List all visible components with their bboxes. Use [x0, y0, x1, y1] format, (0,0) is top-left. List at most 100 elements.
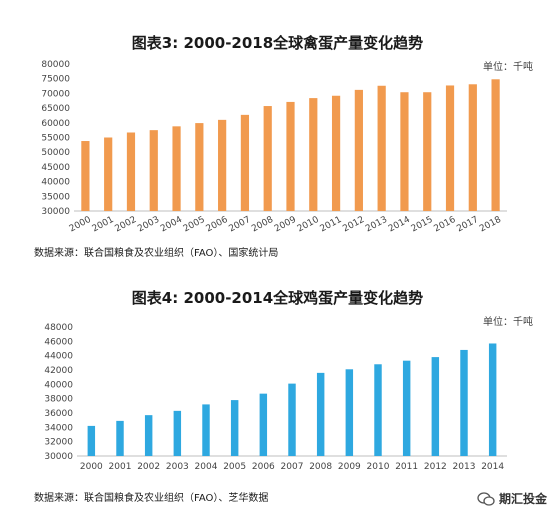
bar-2004	[172, 126, 181, 211]
x-tick-label: 2006	[205, 215, 230, 235]
bar-2011	[331, 95, 341, 211]
bar-2002	[144, 415, 153, 456]
bar-2012	[431, 357, 440, 456]
watermark: 期汇投金	[477, 490, 547, 507]
bar-2005	[230, 400, 239, 456]
x-tick-label: 2003	[166, 462, 189, 472]
x-tick-label: 2015	[410, 215, 435, 235]
x-tick-label: 2016	[433, 215, 458, 235]
x-tick-label: 2000	[68, 215, 93, 235]
x-tick-label: 2002	[113, 215, 138, 235]
x-tick-label: 2012	[341, 215, 366, 235]
y-tick-label: 30000	[41, 207, 70, 217]
bar-2003	[173, 410, 182, 456]
x-tick-label: 2008	[309, 462, 332, 472]
x-tick-label: 2010	[296, 215, 321, 235]
x-tick-label: 2002	[137, 462, 160, 472]
y-tick-label: 65000	[41, 104, 70, 114]
y-tick-label: 48000	[44, 323, 73, 333]
y-tick-label: 70000	[41, 89, 70, 99]
bar-2010	[374, 364, 382, 456]
y-tick-label: 75000	[41, 75, 70, 85]
bar-2004	[202, 404, 210, 456]
y-tick-label: 36000	[44, 409, 73, 419]
x-tick-label: 2004	[195, 462, 218, 472]
bar-chart-chicken-eggs: 30000 32000 34000 36000 38000 40000 42000 44000…	[44, 323, 507, 472]
bar-2016	[445, 85, 455, 211]
wechat-icon	[477, 491, 495, 506]
bar-2007	[288, 383, 296, 456]
y-tick-label: 40000	[44, 380, 73, 390]
y-tick-label: 32000	[44, 438, 73, 448]
x-tick-label: 2010	[367, 462, 390, 472]
x-tick-label: 2007	[227, 215, 252, 235]
x-tick-label: 2014	[481, 462, 504, 472]
x-tick-label: 2008	[250, 215, 275, 235]
bar-2009	[345, 369, 354, 456]
bar-2001	[104, 137, 113, 211]
bar-2006	[218, 119, 227, 211]
bar-2017	[468, 84, 477, 211]
y-tick-label: 40000	[41, 178, 70, 188]
bar-2010	[309, 98, 318, 211]
chart-title: 图表3: 2000-2018全球禽蛋产量变化趋势	[131, 34, 424, 52]
x-tick-label: 2009	[338, 462, 361, 472]
y-tick-label: 80000	[41, 60, 70, 70]
x-tick-label: 2006	[252, 462, 275, 472]
bar-2007	[240, 114, 250, 211]
y-tick-label: 34000	[44, 423, 73, 433]
x-tick-label: 2004	[159, 215, 184, 235]
x-tick-label: 2005	[223, 462, 246, 472]
y-tick-label: 38000	[44, 395, 73, 405]
y-tick-label: 50000	[41, 148, 70, 158]
bar-2012	[354, 89, 363, 211]
y-tick-label: 30000	[44, 452, 73, 462]
bar-2005	[195, 123, 204, 211]
bar-2001	[116, 420, 124, 456]
bar-2018	[491, 79, 500, 212]
bar-2008	[263, 106, 272, 211]
unit-label: 单位：千吨	[483, 62, 533, 73]
x-tick-label: 2018	[478, 215, 503, 235]
bar-2011	[402, 360, 411, 456]
y-tick-label: 35000	[41, 192, 70, 202]
chart-panel-chicken-eggs: 图表4: 2000-2014全球鸡蛋产量变化趋势 单位：千吨 30000 3200…	[0, 262, 555, 515]
bar-2000	[87, 425, 96, 456]
x-tick-label: 2009	[273, 215, 298, 235]
y-tick-label: 55000	[41, 134, 70, 144]
bar-chart-poultry-eggs: 30000 35000 40000 45000 50000 55000 60000 65000…	[41, 60, 507, 235]
bar-2000	[81, 141, 90, 211]
bar-2015	[423, 92, 432, 211]
x-tick-label: 2001	[109, 462, 132, 472]
chart-title: 图表4: 2000-2014全球鸡蛋产量变化趋势	[131, 289, 424, 307]
x-tick-label: 2013	[364, 215, 389, 235]
x-tick-label: 2017	[455, 215, 480, 235]
bar-2009	[286, 101, 295, 211]
y-tick-label: 44000	[44, 352, 73, 362]
bar-2013	[377, 85, 386, 211]
x-tick-label: 2013	[453, 462, 476, 472]
source-note: 数据来源：联合国粮食及农业组织（FAO）、芝华数据	[34, 493, 269, 504]
bar-2006	[259, 393, 268, 456]
watermark-text: 期汇投金	[498, 492, 547, 506]
chart-panel-eggs: 图表3: 2000-2018全球禽蛋产量变化趋势 单位：千吨 30000 3500…	[34, 34, 533, 259]
bar-2003	[149, 130, 158, 211]
x-tick-label: 2011	[319, 215, 344, 235]
x-tick-label: 2007	[281, 462, 304, 472]
x-tick-label: 2012	[424, 462, 447, 472]
source-note: 数据来源：联合国粮食及农业组织（FAO）、国家统计局	[34, 248, 279, 259]
x-tick-label: 2003	[136, 215, 161, 235]
bar-2014	[488, 343, 497, 456]
x-tick-label: 2005	[182, 215, 207, 235]
y-tick-label: 45000	[41, 163, 70, 173]
y-tick-label: 42000	[44, 366, 73, 376]
bar-2002	[126, 132, 136, 211]
bar-2014	[400, 92, 409, 211]
y-tick-label: 60000	[41, 119, 70, 129]
y-tick-label: 46000	[44, 337, 73, 347]
x-tick-label: 2001	[91, 215, 116, 235]
x-tick-label: 2011	[395, 462, 418, 472]
bar-2013	[460, 349, 468, 456]
x-tick-label: 2014	[387, 215, 412, 235]
unit-label: 单位：千吨	[483, 317, 533, 328]
